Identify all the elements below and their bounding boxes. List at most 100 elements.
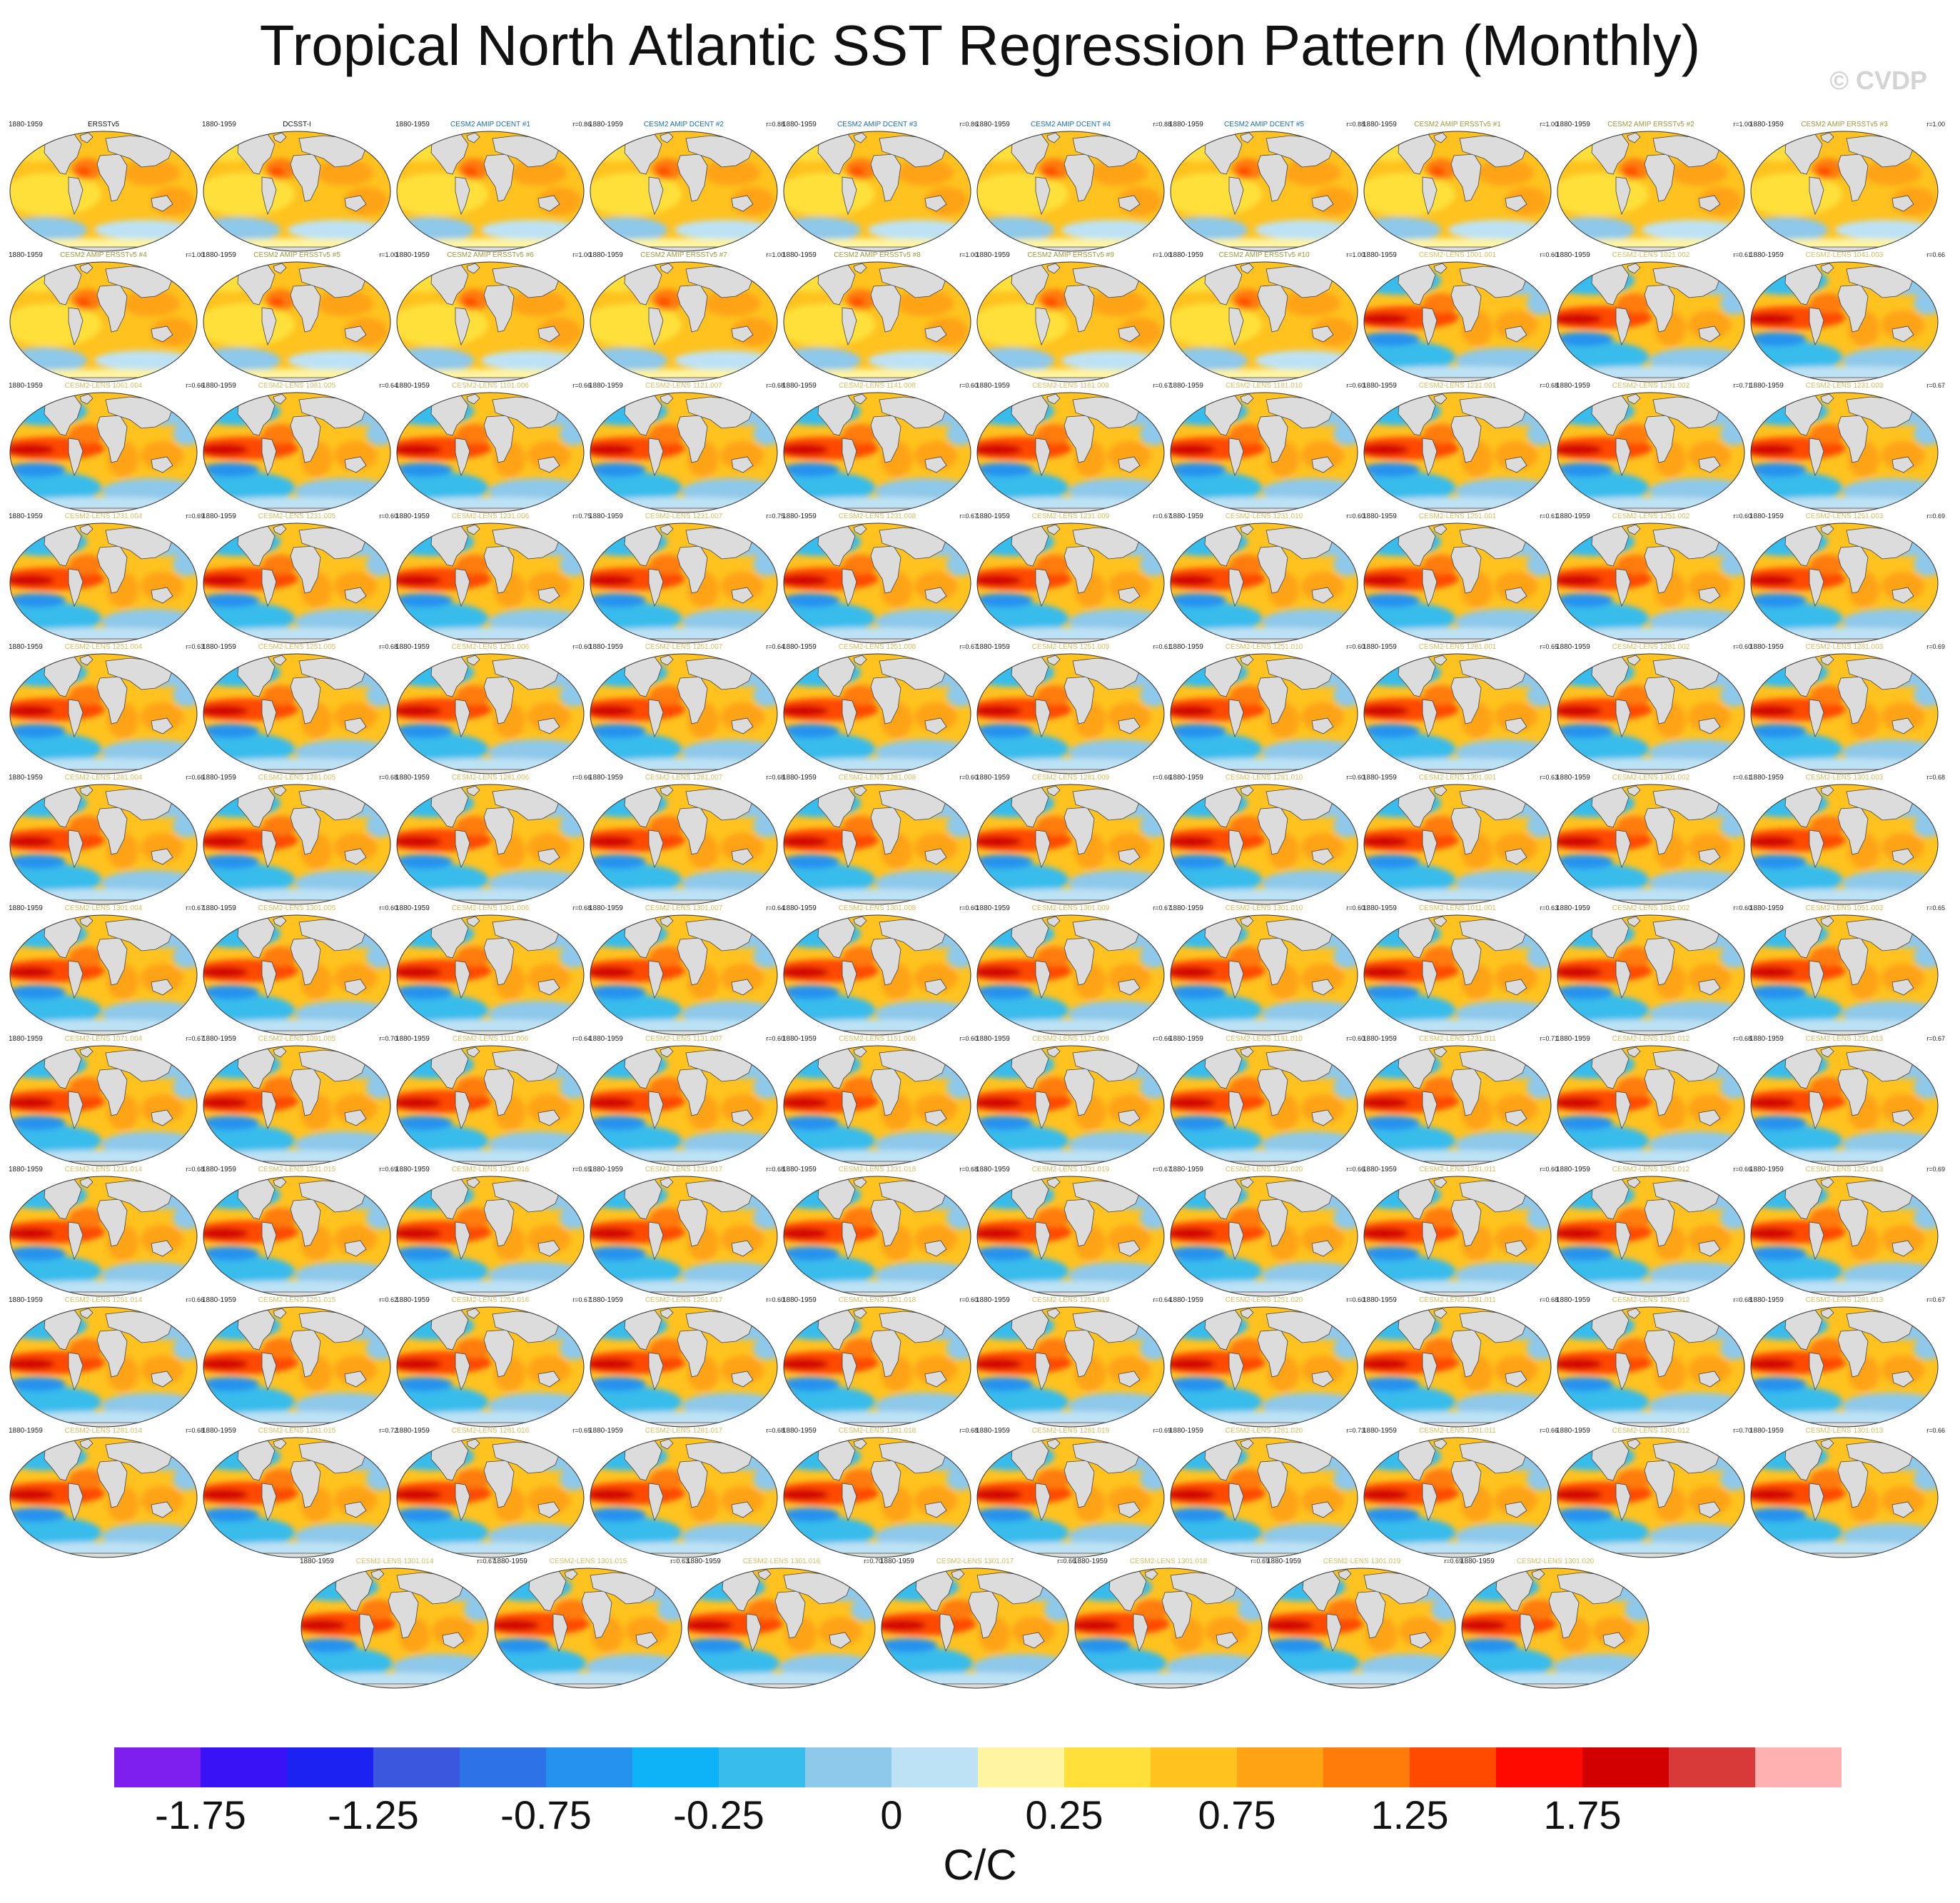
world-map <box>976 653 1165 774</box>
map-panel: 1880-1959 CESM2-LENS 1251.015 r=0.62 <box>202 1296 398 1428</box>
colorbar-swatch <box>1064 1747 1151 1787</box>
panel-period: 1880-1959 <box>1363 1427 1397 1435</box>
panel-title: CESM2-LENS 1301.002 <box>1612 774 1690 782</box>
world-map <box>783 1437 971 1558</box>
panel-period: 1880-1959 <box>782 774 817 782</box>
panel-period: 1880-1959 <box>1169 251 1203 259</box>
world-map <box>783 653 971 774</box>
panel-pattern-correlation: r=0.60 <box>959 774 978 781</box>
colorbar-swatch <box>546 1747 632 1787</box>
map-panel: 1880-1959 CESM2 AMIP ERSSTv5 #4 r=1.00 <box>9 251 204 383</box>
panel-title: CESM2-LENS 1001.001 <box>1418 251 1497 259</box>
map-panel: 1880-1959 CESM2-LENS 1301.013 r=0.66 <box>1749 1427 1945 1559</box>
panel-period: 1880-1959 <box>782 1296 817 1304</box>
map-panel: 1880-1959 CESM2-LENS 1251.006 r=0.60 <box>395 643 591 775</box>
panel-title: CESM2-LENS 1251.013 <box>1805 1166 1884 1173</box>
colorbar-swatch <box>632 1747 719 1787</box>
panel-title: CESM2-LENS 1251.019 <box>1031 1296 1110 1304</box>
panel-period: 1880-1959 <box>1749 1166 1784 1173</box>
world-map <box>590 261 778 383</box>
panel-title: CESM2 AMIP ERSSTv5 #10 <box>1218 251 1310 259</box>
panel-pattern-correlation: r=1.00 <box>1153 251 1171 258</box>
world-map <box>1170 1176 1358 1297</box>
panel-pattern-correlation: r=0.63 <box>1540 774 1558 781</box>
panel-pattern-correlation: r=0.60 <box>1346 1035 1365 1042</box>
panel-period: 1880-1959 <box>1169 1166 1203 1173</box>
panel-period: 1880-1959 <box>1556 1035 1590 1043</box>
panel-pattern-correlation: r=0.64 <box>379 382 398 389</box>
panel-pattern-correlation: r=0.66 <box>572 774 591 781</box>
world-map <box>590 392 778 513</box>
panel-pattern-correlation: r=0.70 <box>864 1558 882 1565</box>
panel-title: CESM2 AMIP ERSSTv5 #7 <box>640 251 727 259</box>
world-map <box>203 653 391 774</box>
world-map <box>783 784 971 905</box>
panel-title: CESM2-LENS 1051.003 <box>1805 904 1884 912</box>
world-map <box>1170 784 1358 905</box>
panel-pattern-correlation: r=1.00 <box>379 251 398 258</box>
map-panel: 1880-1959 CESM2-LENS 1301.019 r=0.69 <box>1267 1558 1463 1690</box>
panel-pattern-correlation: r=0.69 <box>1926 513 1945 520</box>
map-panel: 1880-1959 CESM2-LENS 1301.006 r=0.68 <box>395 904 591 1036</box>
map-panel: 1880-1959 CESM2-LENS 1281.008 r=0.60 <box>782 774 978 906</box>
panel-period: 1880-1959 <box>976 121 1010 128</box>
panel-period: 1880-1959 <box>976 382 1010 390</box>
panel-title: CESM2-LENS 1281.019 <box>1031 1427 1110 1435</box>
map-panel: 1880-1959 CESM2-LENS 1071.004 r=0.67 <box>9 1035 204 1167</box>
map-panel: 1880-1959 CESM2-LENS 1231.013 r=0.67 <box>1749 1035 1945 1167</box>
panel-period: 1880-1959 <box>976 904 1010 912</box>
map-panel: 1880-1959 CESM2-LENS 1231.014 r=0.68 <box>9 1166 204 1298</box>
world-map <box>1557 261 1745 383</box>
world-map <box>1750 131 1939 252</box>
map-panel: 1880-1959 DCSST-I <box>202 121 392 253</box>
world-map <box>976 1045 1165 1166</box>
panel-title: CESM2-LENS 1301.018 <box>1129 1558 1208 1565</box>
world-map <box>396 1306 585 1428</box>
world-map <box>396 392 585 513</box>
world-map <box>1170 1045 1358 1166</box>
panel-title: CESM2 AMIP DCENT #3 <box>837 121 917 128</box>
map-panel: 1880-1959 CESM2-LENS 1281.013 r=0.67 <box>1749 1296 1945 1428</box>
map-panel: 1880-1959 CESM2-LENS 1301.016 r=0.70 <box>687 1558 882 1690</box>
map-panel: 1880-1959 CESM2-LENS 1231.020 r=0.66 <box>1169 1166 1365 1298</box>
map-panel: 1880-1959 CESM2-LENS 1231.001 r=0.68 <box>1363 382 1558 514</box>
panel-pattern-correlation: r=1.00 <box>959 251 978 258</box>
world-map <box>396 1176 585 1297</box>
map-panel: 1880-1959 CESM2-LENS 1251.014 r=0.66 <box>9 1296 204 1428</box>
panel-period: 1880-1959 <box>395 121 430 128</box>
panel-period: 1880-1959 <box>976 1296 1010 1304</box>
panel-period: 1880-1959 <box>782 121 817 128</box>
panel-pattern-correlation: r=0.68 <box>379 643 398 650</box>
world-map <box>1363 131 1552 252</box>
panel-title: CESM2-LENS 1281.020 <box>1225 1427 1303 1435</box>
panel-title: CESM2-LENS 1151.008 <box>839 1035 916 1043</box>
panel-period: 1880-1959 <box>1749 1035 1784 1043</box>
world-map <box>1557 784 1745 905</box>
map-panel: 1880-1959 CESM2-LENS 1301.003 r=0.68 <box>1749 774 1945 906</box>
map-panel: 1880-1959 CESM2 AMIP DCENT #1 r=0.86 <box>395 121 591 253</box>
panel-title: CESM2-LENS 1251.006 <box>451 643 530 651</box>
panel-title: CESM2-LENS 1231.015 <box>258 1166 336 1173</box>
panel-period: 1880-1959 <box>9 121 43 128</box>
map-panel: 1880-1959 CESM2-LENS 1231.002 r=0.71 <box>1556 382 1752 514</box>
panel-period: 1880-1959 <box>395 1166 430 1173</box>
panel-period: 1880-1959 <box>202 251 236 259</box>
panel-period: 1880-1959 <box>1363 1035 1397 1043</box>
panel-pattern-correlation: r=0.66 <box>1153 774 1171 781</box>
map-panel: 1880-1959 CESM2 AMIP DCENT #5 r=0.88 <box>1169 121 1365 253</box>
map-panel: 1880-1959 CESM2-LENS 1121.007 r=0.68 <box>589 382 784 514</box>
world-map <box>1363 1306 1552 1428</box>
world-map <box>9 653 198 774</box>
panel-title: CESM2-LENS 1231.014 <box>64 1166 143 1173</box>
panel-period: 1880-1959 <box>202 774 236 782</box>
panel-period: 1880-1959 <box>687 1558 721 1565</box>
world-map <box>9 523 198 644</box>
panel-title: CESM2-LENS 1231.008 <box>838 513 916 520</box>
panel-title: CESM2-LENS 1031.002 <box>1612 904 1690 912</box>
world-map <box>590 914 778 1036</box>
map-panel: 1880-1959 CESM2-LENS 1021.002 r=0.61 <box>1556 251 1752 383</box>
panel-pattern-correlation: r=0.67 <box>186 904 204 912</box>
panel-pattern-correlation: r=0.69 <box>1153 1427 1171 1434</box>
panel-pattern-correlation: r=0.66 <box>572 382 591 389</box>
world-map <box>9 1176 198 1297</box>
